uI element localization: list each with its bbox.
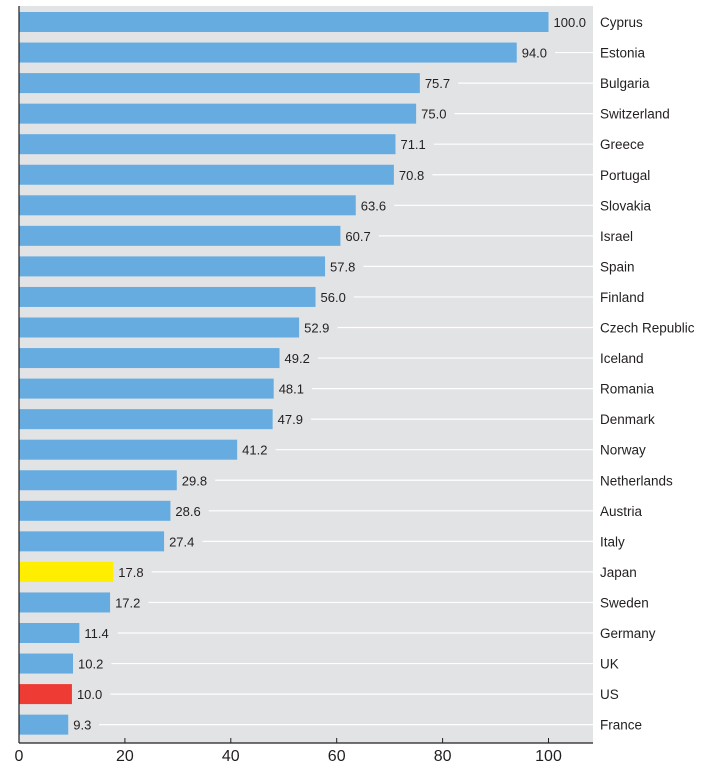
bar-romania [19,378,274,399]
value-label: 71.1 [400,137,425,152]
value-label: 63.6 [361,198,386,213]
category-label: France [600,718,642,733]
x-tick-label: 40 [222,748,240,764]
value-label: 17.8 [118,565,143,580]
value-label: 94.0 [522,46,547,61]
bar-italy [19,531,165,552]
value-label: 27.4 [169,534,194,549]
category-label: Netherlands [600,473,673,488]
category-label: Norway [600,443,646,458]
category-label: Austria [600,504,643,519]
bar-spain [19,256,326,277]
value-label: 9.3 [73,718,91,733]
bar-greece [19,134,396,155]
category-label: Germany [600,626,656,641]
plot-background [19,6,593,743]
bar-norway [19,439,238,460]
value-label: 49.2 [285,351,310,366]
bar-israel [19,225,341,246]
category-label: Japan [600,565,637,580]
category-label: Cyprus [600,15,643,30]
value-label: 75.0 [421,107,446,122]
bar-cyprus [19,12,549,32]
category-label: Romania [600,382,655,397]
bar-uk [19,653,74,674]
bar-iceland [19,348,280,369]
value-label: 41.2 [242,443,267,458]
bar-portugal [19,164,394,185]
value-label: 47.9 [278,412,303,427]
value-label: 48.1 [279,382,304,397]
value-label: 70.8 [399,168,424,183]
value-label: 11.4 [84,626,108,641]
value-label: 52.9 [304,321,329,336]
value-label: 29.8 [182,473,207,488]
value-label: 56.0 [321,290,346,305]
category-label: Bulgaria [600,76,650,91]
category-label: UK [600,657,619,672]
bar-slovakia [19,195,356,216]
value-label: 100.0 [554,15,587,30]
category-label: Finland [600,290,644,305]
value-label: 57.8 [330,259,355,274]
category-label: Switzerland [600,107,670,122]
x-tick-label: 60 [328,748,346,764]
bar-austria [19,500,171,521]
bar-czech-republic [19,317,300,338]
bar-france [19,714,69,735]
bar-japan [19,561,114,582]
bar-netherlands [19,470,177,491]
category-label: Spain [600,259,635,274]
value-label: 10.0 [77,687,102,702]
bar-germany [19,623,80,643]
category-label: Denmark [600,412,655,427]
category-label: US [600,687,619,702]
bar-estonia [19,42,517,63]
value-label: 10.2 [78,657,103,672]
value-label: 75.7 [425,76,450,91]
x-tick-label: 0 [15,748,24,764]
x-tick-label: 100 [535,748,562,764]
category-label: Israel [600,229,633,244]
category-label: Sweden [600,595,649,610]
x-tick-label: 80 [434,748,452,764]
category-label: Slovakia [600,198,652,213]
bar-switzerland [19,103,417,124]
category-label: Estonia [600,46,646,61]
bar-us [19,684,72,705]
bar-denmark [19,409,273,430]
bar-finland [19,286,316,307]
category-label: Iceland [600,351,644,366]
value-label: 17.2 [115,595,140,610]
bar-bulgaria [19,73,420,94]
category-label: Italy [600,534,625,549]
category-label: Czech Republic [600,321,695,336]
x-tick-label: 20 [116,748,134,764]
category-label: Portugal [600,168,650,183]
value-label: 60.7 [345,229,370,244]
value-label: 28.6 [175,504,200,519]
bar-sweden [19,592,111,613]
category-label: Greece [600,137,644,152]
